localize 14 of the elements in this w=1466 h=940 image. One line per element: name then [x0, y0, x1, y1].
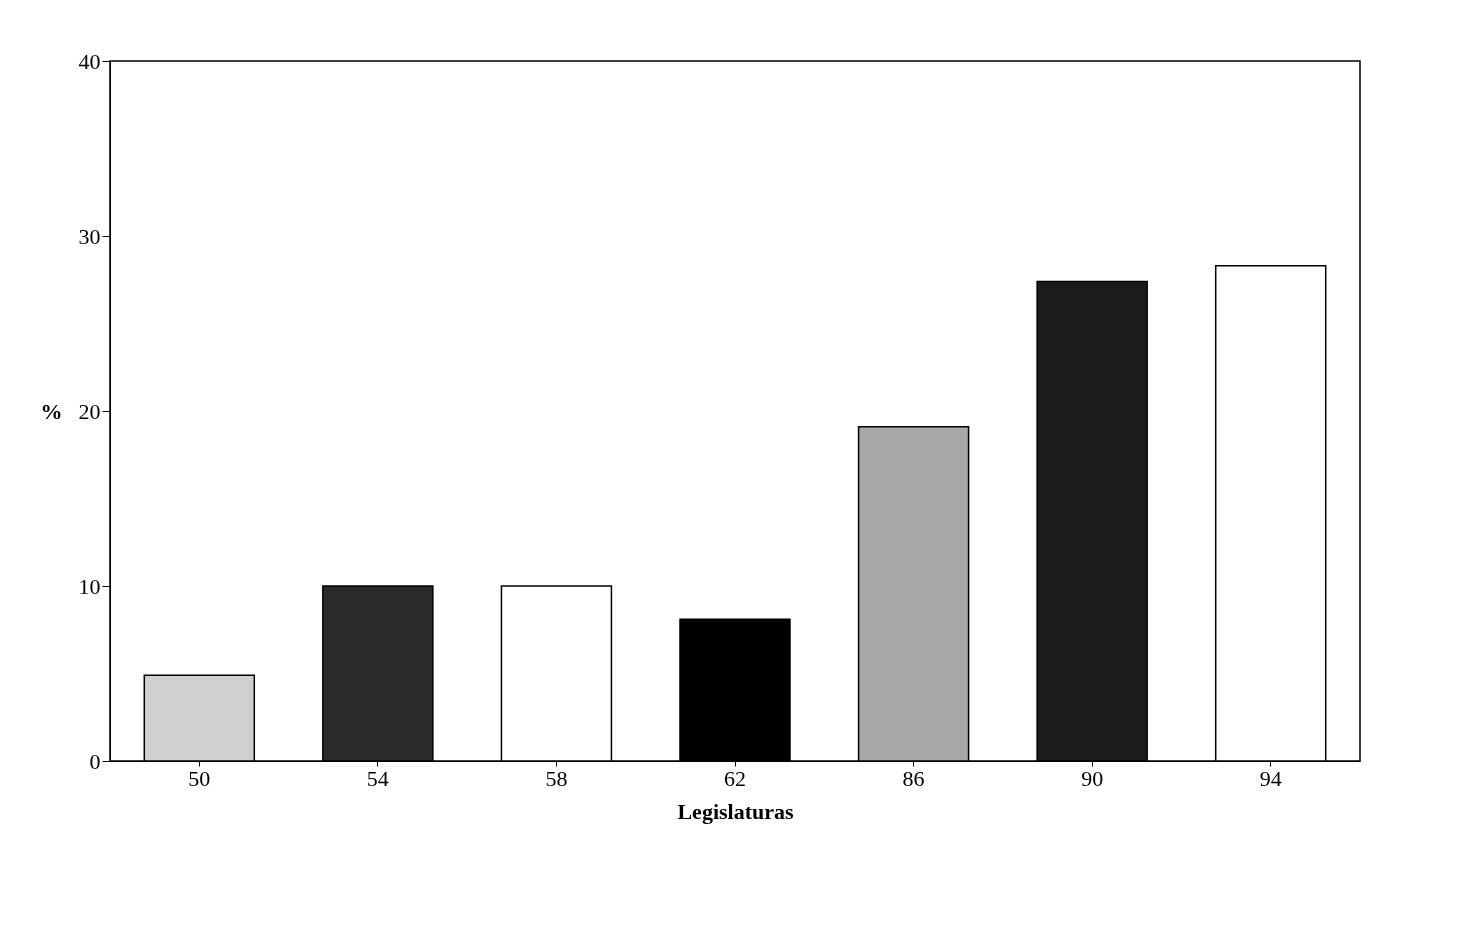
y-tick-label: 30 — [78, 223, 101, 249]
x-tick-label: 54 — [366, 765, 389, 791]
y-axis-title: % — [40, 398, 63, 424]
y-tick-label: 0 — [89, 748, 101, 774]
y-tick-label: 40 — [78, 48, 101, 74]
x-tick-label: 58 — [545, 765, 568, 791]
x-tick-label: 90 — [1081, 765, 1104, 791]
x-tick-label: 86 — [902, 765, 925, 791]
x-tick-label: 50 — [188, 765, 211, 791]
y-tick-label: 20 — [78, 398, 101, 424]
y-tick-label: 10 — [78, 573, 101, 599]
x-tick-label: 62 — [724, 765, 746, 791]
x-tick-label: 94 — [1259, 765, 1282, 791]
x-axis-title: Legislaturas — [677, 798, 794, 824]
